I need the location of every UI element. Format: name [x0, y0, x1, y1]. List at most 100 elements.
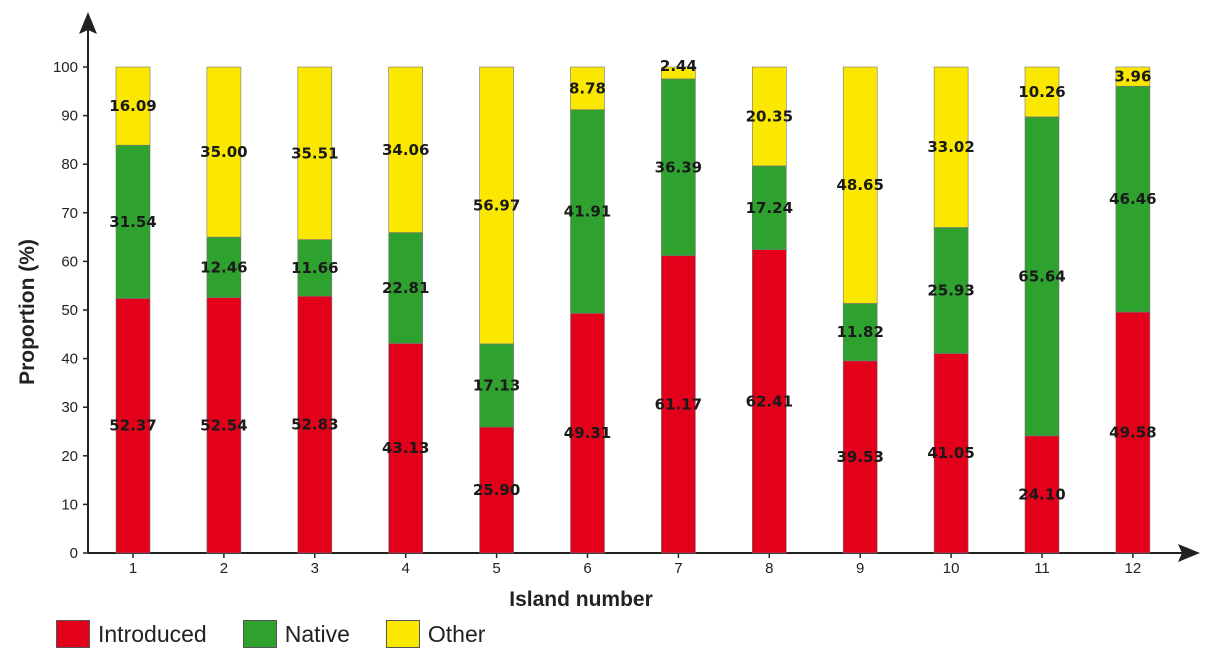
bar-segment-native [297, 239, 333, 297]
bar-segment-native [842, 303, 878, 362]
y-tick-label: 30 [61, 399, 78, 416]
bar-segment-native [570, 109, 605, 314]
data-label-native: 11.66 [291, 259, 338, 277]
y-tick-label: 0 [70, 545, 78, 562]
data-label-native: 25.93 [927, 281, 974, 299]
bar-segment-introduced [297, 295, 333, 554]
bar-segment-native [661, 78, 696, 257]
bar-segment-other [388, 66, 424, 233]
bar-segment-other [661, 66, 696, 80]
bar-segment-native [206, 236, 242, 298]
x-tick-label: 11 [1034, 560, 1050, 577]
x-tick-label: 5 [492, 560, 500, 577]
data-label-other: 35.00 [200, 143, 247, 161]
bar-segment-native [933, 227, 969, 354]
data-label-other: 35.51 [291, 144, 338, 162]
x-tick-label: 1 [129, 560, 137, 577]
x-tick-label: 12 [1125, 560, 1142, 577]
y-tick-label: 10 [61, 496, 78, 513]
data-label-native: 17.13 [473, 377, 520, 395]
bar-segment-other [479, 66, 514, 345]
data-label-other: 48.65 [836, 176, 883, 194]
data-label-native: 36.39 [655, 158, 702, 176]
data-label-introduced: 52.37 [109, 417, 156, 435]
bar-segment-other [1115, 66, 1151, 87]
legend-item-other: Other [385, 620, 486, 648]
data-label-other: 34.06 [382, 141, 429, 159]
data-label-native: 11.82 [836, 323, 883, 341]
data-label-other: 33.02 [927, 138, 974, 156]
axes [79, 12, 1200, 562]
data-label-native: 46.46 [1109, 190, 1156, 208]
legend-label-other: Other [427, 620, 486, 647]
legend-swatch-introduced [56, 620, 90, 648]
bar-segment-native [479, 343, 514, 428]
y-tick-label: 90 [61, 108, 78, 125]
x-axis-arrow-icon [1178, 544, 1200, 562]
data-label-introduced: 43.13 [382, 439, 429, 457]
data-label-introduced: 24.10 [1018, 485, 1065, 503]
bar-segment-introduced [661, 255, 696, 554]
bar-segment-introduced [206, 297, 242, 554]
bar-segment-other [570, 66, 605, 110]
x-tick-label: 3 [311, 560, 319, 577]
data-label-other: 2.44 [660, 57, 697, 75]
x-tick-label: 10 [943, 560, 960, 577]
bar-segment-native [388, 232, 424, 344]
data-label-native: 12.46 [200, 258, 247, 276]
data-label-native: 41.91 [564, 203, 611, 221]
data-label-other: 3.96 [1114, 68, 1151, 86]
x-tick-label: 6 [583, 560, 591, 577]
bar-segment-introduced [479, 426, 514, 554]
legend-swatch-other [385, 620, 420, 648]
bar-segment-introduced [842, 360, 878, 554]
data-label-other: 56.97 [473, 196, 520, 214]
y-tick-label: 80 [61, 156, 78, 173]
bar-segment-other [206, 66, 242, 238]
data-label-introduced: 25.90 [473, 481, 520, 499]
y-tick-label: 50 [61, 302, 78, 319]
y-tick-label: 100 [53, 59, 78, 76]
data-label-introduced: 41.05 [927, 444, 974, 462]
data-label-introduced: 49.58 [1109, 424, 1156, 442]
legend: Introduced Native Other [56, 620, 521, 648]
data-label-other: 10.26 [1018, 83, 1065, 101]
x-tick-label: 7 [674, 560, 682, 577]
bar-segment-introduced [1024, 435, 1060, 554]
data-label-introduced: 52.54 [200, 416, 247, 434]
data-label-native: 31.54 [109, 213, 156, 231]
x-tick-label: 4 [402, 560, 410, 577]
bar-segment-introduced [933, 353, 969, 554]
legend-label-native: Native [284, 620, 350, 647]
y-tick-label: 70 [61, 205, 78, 222]
data-label-other: 20.35 [746, 107, 793, 125]
bar-segment-other [115, 66, 151, 146]
data-label-native: 22.81 [382, 279, 429, 297]
y-tick-label: 20 [61, 448, 78, 465]
data-label-introduced: 49.31 [564, 424, 611, 442]
x-tick-label: 9 [856, 560, 864, 577]
bar-segment-introduced [1115, 311, 1151, 554]
bar-segment-native [115, 144, 151, 299]
bar-segment-introduced [115, 298, 151, 554]
bar-segment-other [1024, 66, 1060, 118]
bar-segment-other [297, 66, 333, 240]
legend-item-introduced: Introduced [56, 620, 207, 648]
data-label-introduced: 62.41 [746, 392, 793, 410]
legend-label-introduced: Introduced [98, 620, 207, 647]
data-label-native: 65.64 [1018, 267, 1065, 285]
data-label-introduced: 39.53 [836, 448, 883, 466]
y-axis-title: Proportion (%) [16, 239, 39, 385]
data-label-native: 17.24 [746, 199, 793, 217]
x-tick-label: 2 [220, 560, 228, 577]
y-tick-label: 40 [61, 351, 78, 368]
y-tick-label: 60 [61, 253, 78, 270]
x-tick-label: 8 [765, 560, 773, 577]
stacked-bar-chart: 52.37 31.54 16.09 52.54 12.46 35.00 52.83 11.66… [16, 12, 1200, 611]
data-label-introduced: 52.83 [291, 416, 338, 434]
y-axis-arrow-icon [79, 12, 97, 34]
data-labels: 52.37 31.54 16.09 52.54 12.46 35.00 52.83 11.66… [109, 57, 1156, 503]
bar-segment-other [933, 66, 969, 228]
legend-item-native: Native [242, 620, 350, 648]
